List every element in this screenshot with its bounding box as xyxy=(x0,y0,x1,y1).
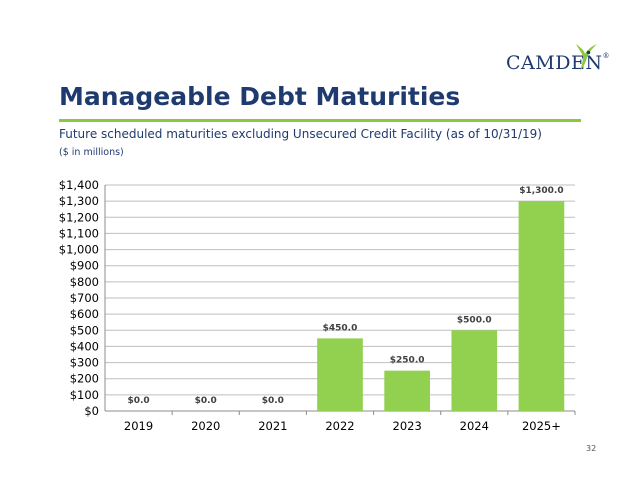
y-tick-label: $200 xyxy=(70,372,99,386)
x-tick-label: 2023 xyxy=(393,419,422,433)
page-number: 32 xyxy=(586,444,597,453)
x-tick-label: 2024 xyxy=(460,419,489,433)
y-tick-label: $800 xyxy=(70,275,99,289)
y-tick-label: $300 xyxy=(70,356,99,370)
x-tick-label: 2019 xyxy=(124,419,153,433)
y-tick-label: $1,400 xyxy=(59,178,99,192)
y-tick-label: $0 xyxy=(84,404,99,418)
x-tick-label: 2021 xyxy=(258,419,287,433)
y-tick-label: $1,300 xyxy=(59,194,99,208)
x-tick-label: 2025+ xyxy=(522,419,561,433)
bar-value-label: $0.0 xyxy=(262,396,284,406)
logo-text: CAMDEN xyxy=(506,52,603,74)
y-tick-label: $100 xyxy=(70,388,99,402)
x-tick-label: 2022 xyxy=(325,419,354,433)
y-tick-label: $500 xyxy=(70,323,99,337)
bar-value-label: $450.0 xyxy=(323,323,358,333)
chart-subtitle: Future scheduled maturities excluding Un… xyxy=(59,127,542,141)
bar-2025plus xyxy=(518,201,565,411)
y-tick-label: $1,200 xyxy=(59,210,99,224)
bar-value-label: $1,300.0 xyxy=(519,186,563,196)
bar-2024 xyxy=(451,330,498,411)
y-tick-label: $700 xyxy=(70,291,99,305)
y-tick-label: $900 xyxy=(70,259,99,273)
bar-2023 xyxy=(384,370,430,411)
page-title: Manageable Debt Maturities xyxy=(59,82,461,111)
y-tick-label: $400 xyxy=(70,339,99,353)
title-divider xyxy=(59,119,581,122)
y-tick-label: $1,100 xyxy=(59,226,99,240)
bar-2022 xyxy=(317,338,363,411)
bar-value-label: $250.0 xyxy=(390,356,425,366)
bar-value-label: $0.0 xyxy=(127,396,149,406)
bar-value-label: $0.0 xyxy=(195,396,217,406)
y-tick-label: $600 xyxy=(70,307,99,321)
x-tick-label: 2020 xyxy=(191,419,220,433)
hummingbird-logo-icon xyxy=(576,44,597,71)
units-note: ($ in millions) xyxy=(59,147,124,158)
bar-value-label: $500.0 xyxy=(457,315,492,325)
y-tick-label: $1,000 xyxy=(59,243,99,257)
camden-logo: CAMDEN® xyxy=(506,52,610,74)
logo-trademark: ® xyxy=(602,52,610,60)
